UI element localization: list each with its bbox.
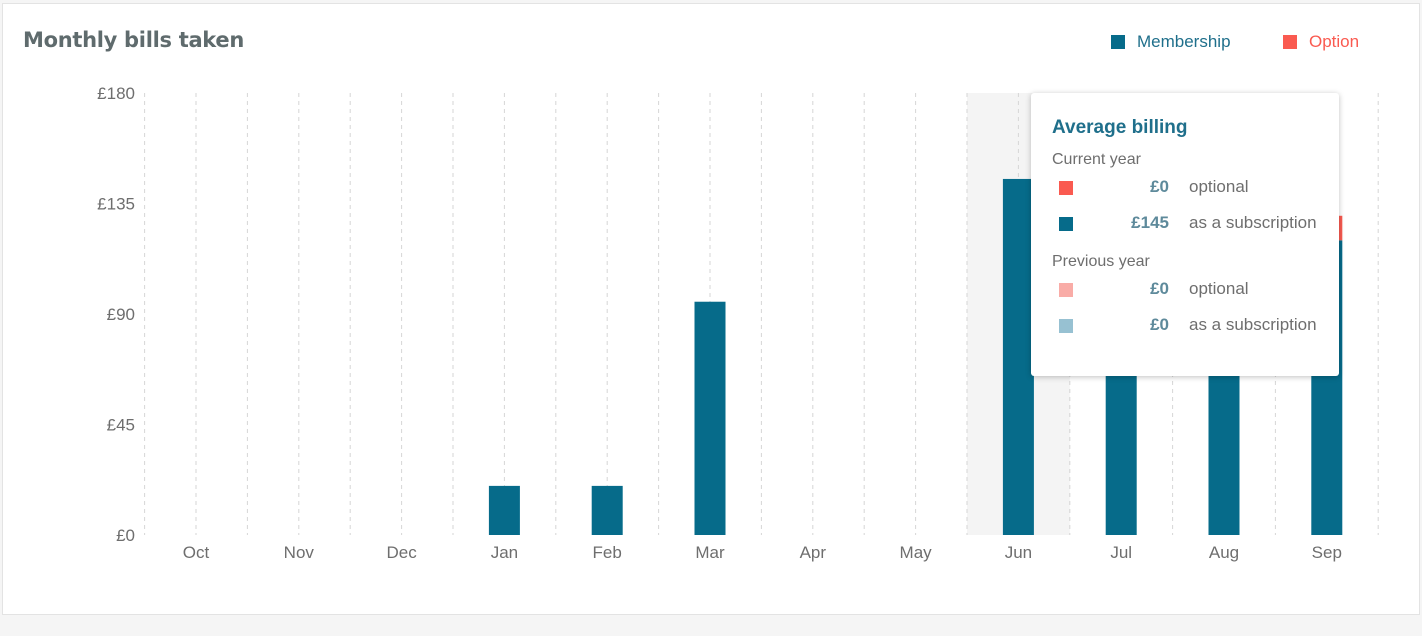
x-tick-label: Dec (386, 543, 417, 562)
tooltip-current-year-label: Current year (1052, 151, 1141, 168)
x-tick-label: Jul (1110, 543, 1132, 562)
y-tick-label: £0 (116, 526, 135, 545)
tooltip-title: Average billing (1052, 117, 1188, 138)
tooltip-swatch (1059, 217, 1073, 231)
y-tick-label: £135 (97, 195, 135, 214)
x-tick-label: Nov (284, 543, 315, 562)
tooltip-label: optional (1189, 177, 1249, 196)
y-tick-label: £45 (107, 416, 135, 435)
tooltip-previous-year-label: Previous year (1052, 253, 1150, 270)
chart-title: Monthly bills taken (23, 28, 245, 52)
tooltip-row-previous-optional: £0 optional (1059, 279, 1329, 299)
x-tick-label: Feb (593, 543, 622, 562)
x-tick-label: May (900, 543, 933, 562)
legend-item-option[interactable]: Option (1283, 32, 1359, 52)
tooltip-value: £0 (1150, 279, 1169, 298)
y-tick-label: £180 (97, 84, 135, 103)
bar-membership (1002, 178, 1034, 535)
x-tick-label: Apr (800, 543, 827, 562)
y-tick-label: £90 (107, 305, 135, 324)
x-tick-label: Mar (695, 543, 725, 562)
tooltip-label: optional (1189, 279, 1249, 298)
x-tick-label: Sep (1312, 543, 1342, 562)
tooltip-swatch (1059, 283, 1073, 297)
legend-item-membership[interactable]: Membership (1111, 32, 1231, 52)
x-tick-label: Aug (1209, 543, 1239, 562)
tooltip-value: £0 (1150, 177, 1169, 196)
tooltip-swatch (1059, 319, 1073, 333)
tooltip-value: £0 (1150, 315, 1169, 334)
legend-label-option: Option (1309, 32, 1360, 51)
membership-swatch (1111, 35, 1125, 49)
bar-membership (694, 301, 726, 535)
tooltip-value: £145 (1131, 213, 1169, 232)
bar-membership (488, 485, 520, 535)
tooltip-row-current-subscription: £145 as a subscription (1059, 213, 1329, 233)
x-tick-label: Oct (183, 543, 210, 562)
tooltip-row-current-optional: £0 optional (1059, 177, 1329, 197)
bar-membership (591, 485, 623, 535)
average-billing-tooltip: Average billing Current year £0 optional… (1031, 93, 1339, 376)
tooltip-label: as a subscription (1189, 213, 1317, 232)
x-tick-label: Jan (491, 543, 518, 562)
legend-label-membership: Membership (1137, 32, 1231, 51)
tooltip-swatch (1059, 181, 1073, 195)
tooltip-label: as a subscription (1189, 315, 1317, 334)
x-tick-label: Jun (1005, 543, 1032, 562)
tooltip-row-previous-subscription: £0 as a subscription (1059, 315, 1329, 335)
option-swatch (1283, 35, 1297, 49)
